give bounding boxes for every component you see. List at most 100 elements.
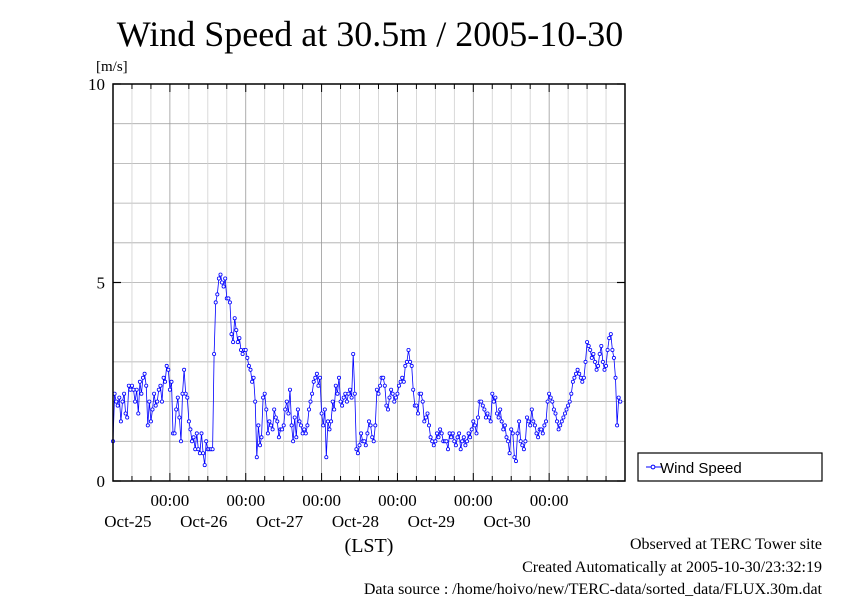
data-point xyxy=(482,407,487,412)
data-point xyxy=(238,347,243,352)
data-point xyxy=(140,375,145,380)
data-point xyxy=(496,415,501,420)
data-point xyxy=(134,387,139,392)
data-point xyxy=(118,419,123,424)
data-point xyxy=(447,431,452,436)
x-tick-time-label: 00:00 xyxy=(151,491,190,510)
data-point xyxy=(144,383,149,388)
data-point xyxy=(191,435,196,440)
data-point xyxy=(175,395,180,400)
data-point xyxy=(596,363,601,368)
data-point xyxy=(251,375,256,380)
data-point xyxy=(264,407,269,412)
footer-data-source: Data source : /home/hoivo/new/TERC-data/… xyxy=(363,581,822,598)
data-point xyxy=(150,407,155,412)
data-point xyxy=(491,399,496,404)
x-tick-time-label: 00:00 xyxy=(378,491,417,510)
x-tick-date-label: Oct-28 xyxy=(332,512,379,531)
data-point xyxy=(605,347,610,352)
data-point xyxy=(371,439,376,444)
data-point xyxy=(547,391,552,396)
data-point xyxy=(483,415,488,420)
data-point xyxy=(199,431,204,436)
data-point xyxy=(575,367,580,372)
data-point xyxy=(599,343,604,348)
data-point xyxy=(376,391,381,396)
data-point xyxy=(172,431,177,436)
data-point xyxy=(475,415,480,420)
data-point xyxy=(515,431,520,436)
data-point xyxy=(460,439,465,444)
data-point xyxy=(152,391,157,396)
data-point xyxy=(289,423,294,428)
data-point xyxy=(544,419,549,424)
data-point xyxy=(616,395,621,400)
data-point xyxy=(411,387,416,392)
data-point xyxy=(583,359,588,364)
y-tick-label: 10 xyxy=(88,75,105,94)
data-point xyxy=(517,419,522,424)
data-point xyxy=(434,431,439,436)
data-point xyxy=(164,363,169,368)
data-point xyxy=(284,399,289,404)
data-point xyxy=(580,379,585,384)
data-point xyxy=(139,391,144,396)
x-tick-time-label: 00:00 xyxy=(454,491,493,510)
data-point xyxy=(273,415,278,420)
x-tick-date-label: Oct-27 xyxy=(256,512,304,531)
data-point xyxy=(245,355,250,360)
data-point xyxy=(355,451,360,456)
data-point xyxy=(589,355,594,360)
data-point xyxy=(384,403,389,408)
data-point xyxy=(311,379,316,384)
data-point xyxy=(501,427,506,432)
data-point xyxy=(438,427,443,432)
data-point xyxy=(256,423,261,428)
data-point xyxy=(314,371,319,376)
data-point xyxy=(229,332,234,337)
data-point xyxy=(329,419,334,424)
data-point xyxy=(316,383,321,388)
data-point xyxy=(201,451,206,456)
data-point xyxy=(370,435,375,440)
data-point xyxy=(115,403,120,408)
data-point xyxy=(166,367,171,372)
data-point xyxy=(461,435,466,440)
data-point xyxy=(588,347,593,352)
data-point xyxy=(507,451,512,456)
data-point xyxy=(532,423,537,428)
data-point xyxy=(178,439,183,444)
data-point xyxy=(551,407,556,412)
data-point xyxy=(332,407,337,412)
data-point xyxy=(591,351,596,356)
legend-label-wind-speed: Wind Speed xyxy=(660,460,742,477)
data-point xyxy=(419,391,424,396)
footer-created-at: Created Automatically at 2005-10-30/23:3… xyxy=(522,559,822,576)
data-point xyxy=(196,447,201,452)
data-point xyxy=(183,391,188,396)
data-point xyxy=(129,383,134,388)
data-point xyxy=(336,375,341,380)
data-point xyxy=(352,391,357,396)
data-point xyxy=(463,443,468,448)
x-tick-date-label: Oct-26 xyxy=(180,512,227,531)
data-point xyxy=(161,375,166,380)
data-point xyxy=(262,391,267,396)
x-tick-date-label: Oct-30 xyxy=(484,512,531,531)
legend-box xyxy=(637,452,823,482)
data-point xyxy=(457,431,462,436)
data-point xyxy=(581,375,586,380)
data-point xyxy=(142,371,147,376)
data-point xyxy=(570,379,575,384)
data-point xyxy=(147,399,152,404)
data-point xyxy=(458,447,463,452)
data-point xyxy=(335,391,340,396)
data-point xyxy=(593,359,598,364)
data-point xyxy=(126,383,131,388)
data-point xyxy=(235,340,240,345)
data-point xyxy=(428,435,433,440)
data-point xyxy=(344,399,349,404)
data-point xyxy=(227,300,232,305)
data-point xyxy=(439,431,444,436)
data-point xyxy=(212,351,217,356)
